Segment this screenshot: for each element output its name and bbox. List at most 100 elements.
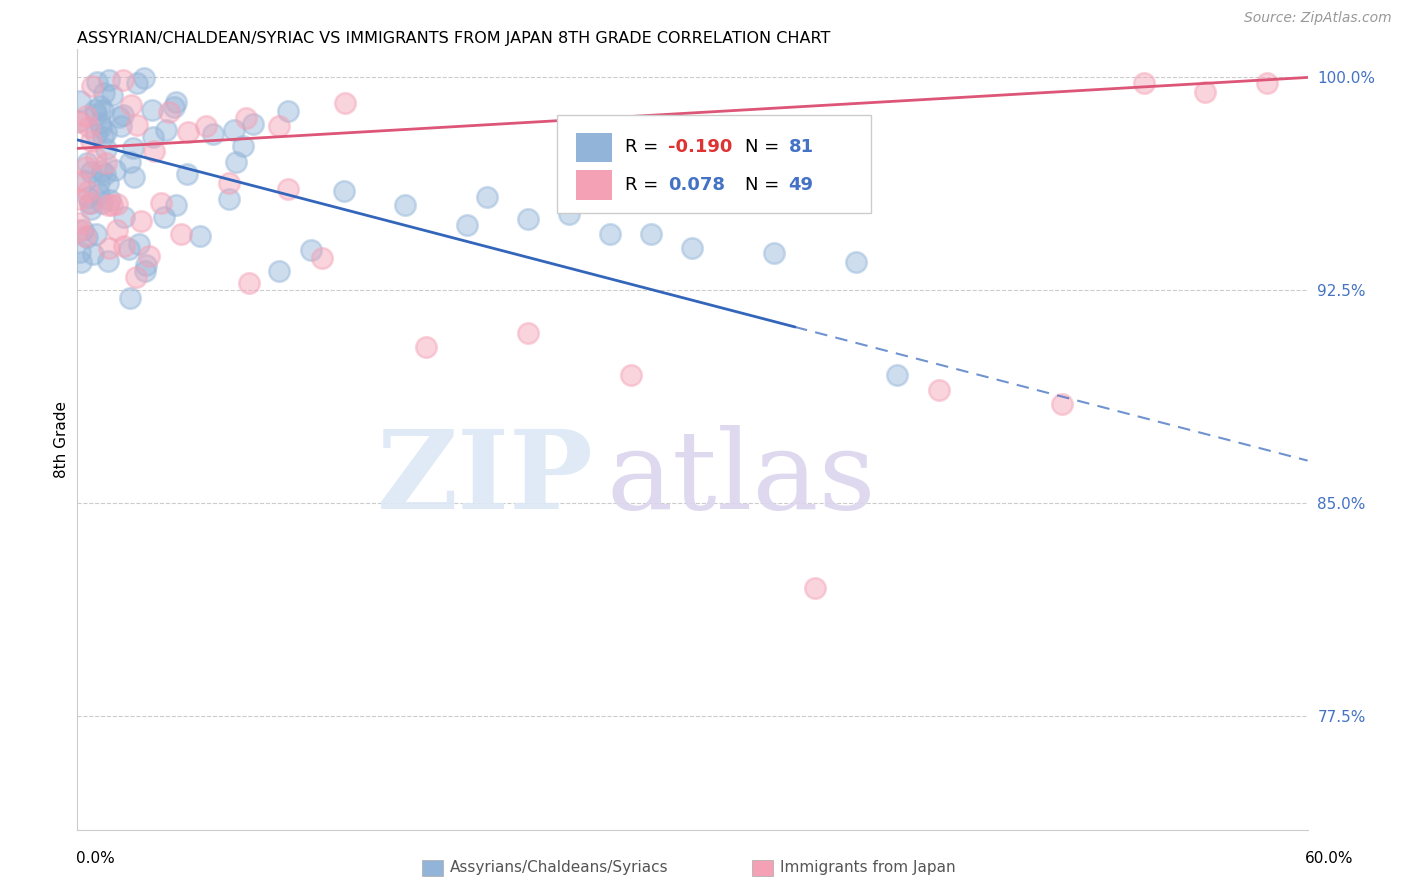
Point xyxy=(105,197,128,211)
Point xyxy=(150,195,173,210)
Point xyxy=(72,223,94,237)
Point xyxy=(69,94,91,108)
Point xyxy=(127,76,149,90)
Point xyxy=(118,155,141,169)
Text: Assyrians/Chaldeans/Syriacs: Assyrians/Chaldeans/Syriacs xyxy=(450,861,668,875)
Point xyxy=(517,212,540,227)
Point xyxy=(89,175,111,189)
Point xyxy=(886,368,908,383)
Point xyxy=(177,125,200,139)
Point xyxy=(82,247,104,261)
Point xyxy=(98,73,121,87)
Point xyxy=(176,167,198,181)
Point xyxy=(79,196,101,211)
Text: 49: 49 xyxy=(789,176,814,194)
Point xyxy=(333,96,356,111)
Point xyxy=(105,223,128,237)
Point xyxy=(301,243,323,257)
Point xyxy=(75,173,97,187)
Point xyxy=(89,116,111,130)
Point xyxy=(165,95,187,109)
Point xyxy=(112,72,135,87)
Point xyxy=(218,192,240,206)
Point xyxy=(277,103,299,118)
Point xyxy=(93,86,115,100)
Point xyxy=(76,155,98,169)
Point xyxy=(80,79,103,94)
Point xyxy=(1194,85,1216,99)
Point xyxy=(84,127,107,141)
Point xyxy=(222,122,245,136)
Point xyxy=(143,145,166,159)
Point xyxy=(242,117,264,131)
Point xyxy=(218,176,240,190)
Point xyxy=(134,264,156,278)
Point xyxy=(599,227,621,241)
Point xyxy=(138,249,160,263)
Point xyxy=(120,97,142,112)
Point xyxy=(73,228,96,243)
Point xyxy=(125,269,148,284)
Point xyxy=(98,193,121,207)
Point xyxy=(188,228,211,243)
Point xyxy=(225,154,247,169)
Point xyxy=(69,244,91,259)
FancyBboxPatch shape xyxy=(575,170,613,200)
Point xyxy=(67,174,90,188)
Point xyxy=(91,129,114,144)
Y-axis label: 8th Grade: 8th Grade xyxy=(53,401,69,478)
Point xyxy=(97,253,120,268)
Point xyxy=(77,184,100,198)
Point xyxy=(79,196,101,211)
Text: R =: R = xyxy=(624,176,664,194)
Point xyxy=(86,75,108,89)
Text: Source: ZipAtlas.com: Source: ZipAtlas.com xyxy=(1244,11,1392,25)
Point xyxy=(101,197,124,211)
Text: Immigrants from Japan: Immigrants from Japan xyxy=(780,861,956,875)
Point xyxy=(94,142,117,156)
Text: R =: R = xyxy=(624,138,664,156)
Point xyxy=(75,160,97,174)
FancyBboxPatch shape xyxy=(575,133,613,162)
Text: ASSYRIAN/CHALDEAN/SYRIAC VS IMMIGRANTS FROM JAPAN 8TH GRADE CORRELATION CHART: ASSYRIAN/CHALDEAN/SYRIAC VS IMMIGRANTS F… xyxy=(77,31,831,46)
Point xyxy=(845,255,868,269)
Point xyxy=(456,218,478,232)
FancyBboxPatch shape xyxy=(557,115,870,213)
Point xyxy=(67,217,90,231)
Point xyxy=(79,202,101,217)
Point xyxy=(558,207,581,221)
Point xyxy=(1050,397,1073,411)
Point xyxy=(77,189,100,203)
Point xyxy=(163,100,186,114)
Text: 0.078: 0.078 xyxy=(668,176,725,194)
Point xyxy=(620,368,643,383)
Point xyxy=(97,176,120,190)
Point xyxy=(110,119,132,133)
Point xyxy=(76,230,98,244)
Point xyxy=(235,111,257,125)
Point xyxy=(67,113,90,128)
Point xyxy=(804,582,827,596)
Point xyxy=(84,227,107,241)
Point xyxy=(155,123,177,137)
Point xyxy=(97,241,120,255)
Point xyxy=(194,119,217,133)
Point xyxy=(86,107,108,121)
Point xyxy=(127,119,149,133)
Point xyxy=(104,162,127,177)
Point xyxy=(238,276,260,290)
Point xyxy=(477,189,499,203)
Point xyxy=(157,104,180,119)
Point xyxy=(202,127,225,141)
Point xyxy=(94,125,117,139)
Point xyxy=(90,120,112,134)
Point xyxy=(141,103,163,117)
Point xyxy=(91,196,114,211)
Point xyxy=(112,211,135,225)
Point xyxy=(67,192,90,206)
Point xyxy=(69,254,91,268)
Point xyxy=(333,184,356,198)
Point xyxy=(132,71,155,86)
Point xyxy=(118,291,141,305)
Text: N =: N = xyxy=(745,176,786,194)
